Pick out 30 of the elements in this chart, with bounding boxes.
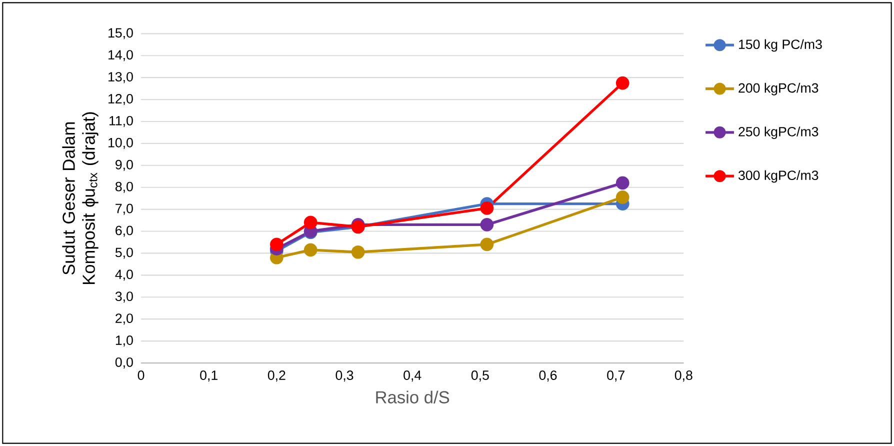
y-tick-label: 3,0 (115, 292, 133, 303)
y-tick-label: 9,0 (116, 160, 133, 171)
y-tick-label: 6,0 (116, 226, 133, 237)
y-tick-label: 0,0 (115, 357, 133, 369)
x-tick-label: 0,5 (471, 370, 489, 382)
y-tick-label: 10,0 (108, 138, 133, 149)
legend-label: 250 kgPC/m3 (738, 126, 818, 140)
y-tick-label: 11,0 (110, 116, 133, 127)
legend-label: 200 kgPC/m3 (738, 82, 818, 96)
x-tick-label: 0,4 (404, 370, 422, 382)
y-tick-label: 4,0 (115, 270, 133, 281)
x-axis-title: Rasio d/S (376, 390, 450, 404)
legend-label: 300 kgPC/m3 (738, 170, 818, 183)
y-tick-label: 13,0 (108, 72, 133, 84)
x-tick-label: 0,7 (607, 370, 624, 382)
y-tick-label: 1,0 (116, 336, 133, 347)
x-tick-label: 0,2 (268, 370, 286, 382)
y-tick-label: 14,0 (108, 50, 133, 62)
y-tick-label: 12,0 (108, 94, 133, 106)
y-tick-label: 7,0 (116, 204, 133, 215)
x-tick-label: 0,6 (539, 370, 557, 382)
legend-label: 150 kg PC/m3 (739, 39, 822, 52)
x-tick-label: 0,1 (200, 370, 218, 382)
x-tick-label: 0,3 (336, 370, 354, 382)
y-tick-label: 2,0 (116, 314, 133, 325)
y-tick-label: 5,0 (115, 248, 133, 259)
x-tick-label: 0,8 (674, 370, 692, 382)
x-tick-label: 0 (138, 370, 144, 380)
y-tick-label: 8,0 (116, 182, 133, 193)
y-tick-label: 15,0 (108, 28, 133, 40)
